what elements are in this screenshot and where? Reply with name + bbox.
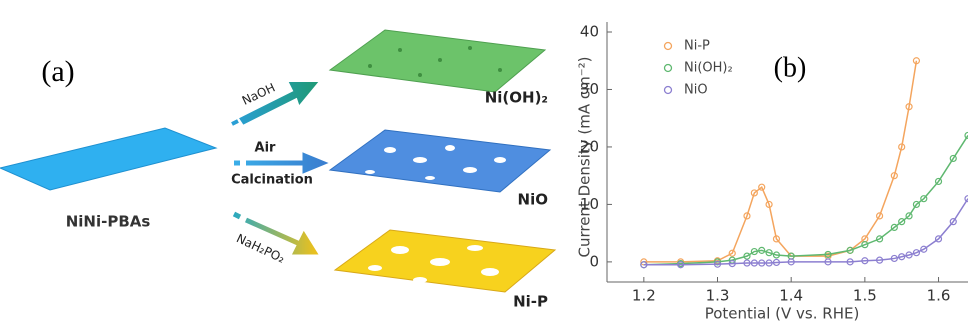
y-tick-label: 30 xyxy=(580,80,599,98)
panel-a: (a) NiNi-PBAs NaOH Air Calcination NaH₂P… xyxy=(0,30,555,311)
series-line xyxy=(644,135,968,264)
reagent-label: Calcination xyxy=(231,173,313,188)
x-tick-label: 1.2 xyxy=(632,287,656,305)
y-tick-label: 40 xyxy=(580,23,599,41)
precursor-label: NiNi-PBAs xyxy=(66,213,151,231)
y-tick-label: 0 xyxy=(589,252,599,270)
legend-marker xyxy=(665,87,672,94)
product-plate xyxy=(330,130,550,192)
panel-b: (b) Potential (V vs. RHE) Current Densit… xyxy=(576,22,968,323)
legend-label: NiO xyxy=(684,83,708,98)
product-label: NiO xyxy=(518,191,548,209)
x-tick-label: 1.6 xyxy=(927,287,951,305)
product-plate xyxy=(330,30,545,92)
x-axis-title: Potential (V vs. RHE) xyxy=(705,305,860,323)
x-tick-label: 1.3 xyxy=(706,287,730,305)
y-tick-label: 10 xyxy=(580,195,599,213)
y-tick-label: 20 xyxy=(580,137,599,155)
legend-marker xyxy=(665,43,672,50)
product-label: Ni-P xyxy=(513,293,548,311)
reagent-label: Air xyxy=(255,141,277,156)
panel-label: (a) xyxy=(41,55,74,88)
precursor-plate xyxy=(0,128,216,190)
legend-label: Ni-P xyxy=(684,39,710,54)
figure: (a) NiNi-PBAs NaOH Air Calcination NaH₂P… xyxy=(0,0,968,324)
x-tick-label: 1.4 xyxy=(779,287,803,305)
x-tick-label: 1.5 xyxy=(853,287,877,305)
legend-label: Ni(OH)₂ xyxy=(684,61,733,76)
arrow xyxy=(234,156,322,170)
product-label: Ni(OH)₂ xyxy=(485,89,548,107)
legend-marker xyxy=(665,65,672,72)
panel-label: (b) xyxy=(774,52,807,83)
